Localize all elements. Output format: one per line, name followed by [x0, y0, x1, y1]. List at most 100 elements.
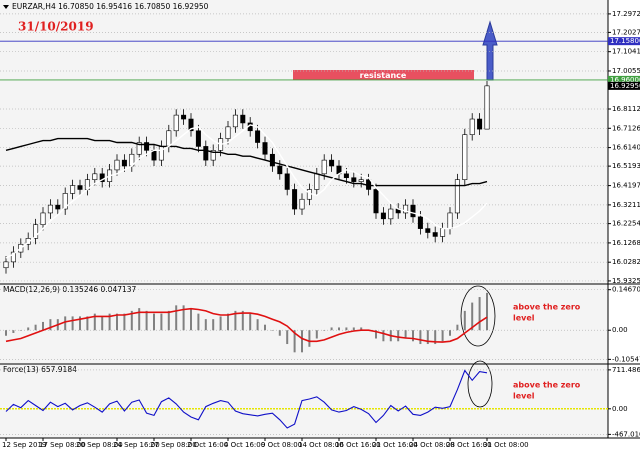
histogram-bar: [64, 316, 67, 331]
candle-body: [232, 114, 238, 128]
candle-body: [70, 185, 76, 194]
histogram-bar: [71, 316, 74, 331]
candle-body: [262, 142, 268, 155]
histogram-bar: [130, 310, 133, 331]
force-title: Force(13) 657.9184: [3, 365, 77, 374]
histogram-bar: [338, 327, 340, 331]
candle-body: [447, 212, 453, 229]
y-tick-label: 0.00: [612, 405, 628, 413]
histogram-bar: [278, 330, 281, 336]
histogram-bar: [182, 305, 185, 331]
histogram-bar: [412, 330, 414, 342]
candle-body: [417, 216, 423, 229]
candle-body: [166, 130, 172, 147]
histogram-bar: [286, 330, 289, 345]
histogram-bar: [315, 330, 318, 339]
histogram-bar: [330, 327, 333, 331]
y-tick-label: 15.93258: [612, 277, 640, 285]
level-tag: [608, 81, 640, 90]
x-tick-label: 24 Oct 08:00: [409, 441, 455, 449]
candle-body: [269, 153, 275, 167]
resistance-label: resistance: [360, 71, 407, 80]
candle-body: [47, 204, 53, 214]
histogram-bar: [101, 316, 104, 331]
candle-body: [329, 159, 335, 167]
histogram-bar: [308, 330, 311, 347]
candle-body: [410, 204, 416, 218]
candle-body: [62, 193, 68, 210]
candle-body: [3, 261, 9, 269]
level-label: 16.96000: [610, 76, 640, 84]
histogram-bar: [5, 330, 7, 336]
candle-body: [55, 204, 61, 210]
histogram-bar: [345, 327, 348, 331]
candle-body: [188, 118, 194, 132]
y-tick-label: 17.00558: [612, 67, 640, 75]
candle-body: [33, 224, 39, 239]
histogram-bar: [86, 316, 89, 331]
x-tick-label: 21 Oct 16:00: [372, 441, 418, 449]
histogram-bar: [478, 297, 481, 331]
candle-body: [99, 173, 105, 182]
x-tick-label: 2 Oct 16:00: [187, 441, 228, 449]
candle-body: [77, 185, 83, 190]
histogram-bar: [108, 313, 111, 331]
histogram-bar: [190, 308, 192, 331]
level-label: 17.15800: [610, 37, 640, 45]
candle-body: [403, 204, 409, 214]
candle-body: [277, 165, 283, 175]
candle-body: [351, 177, 357, 182]
histogram-bar: [19, 330, 22, 331]
candle-body: [299, 198, 305, 210]
candle-body: [144, 142, 150, 151]
histogram-bar: [175, 305, 178, 331]
y-tick-label: 16.12688: [612, 239, 640, 247]
y-tick-label: 17.20278: [612, 28, 640, 36]
histogram-bar: [116, 313, 118, 331]
histogram-bar: [375, 330, 377, 339]
x-tick-label: 27 Sep 08:00: [150, 441, 197, 449]
histogram-bar: [79, 316, 81, 331]
annotation: level: [513, 314, 535, 323]
histogram-bar: [249, 313, 252, 331]
histogram-bar: [27, 327, 30, 331]
candle-body: [469, 118, 475, 135]
histogram-bar: [145, 310, 148, 331]
candle-body: [121, 159, 127, 167]
candle-body: [380, 212, 386, 220]
candle-body: [92, 173, 98, 180]
y-tick-label: 16.02828: [612, 258, 640, 266]
y-tick-label: 17.29728: [612, 10, 640, 18]
candle-body: [240, 114, 246, 124]
highlight-ellipse: [460, 285, 496, 347]
histogram-bar: [397, 330, 400, 342]
candle-body: [255, 130, 261, 143]
y-tick-label: 16.61408: [612, 144, 640, 152]
y-tick-label: 711.4865: [612, 366, 640, 374]
date-label: 31/10/2019: [18, 20, 94, 34]
candle-body: [158, 146, 164, 161]
y-tick-label: 16.81128: [612, 105, 640, 113]
y-tick-label: 16.32118: [612, 201, 640, 209]
histogram-bar: [264, 324, 266, 331]
x-tick-label: 20 Sep 08:00: [76, 441, 123, 449]
resistance-box: [293, 70, 474, 80]
plot-background: [0, 0, 608, 438]
histogram-bar: [360, 327, 363, 331]
histogram-bar: [486, 292, 488, 331]
histogram-bar: [471, 302, 474, 331]
histogram-bar: [404, 330, 407, 339]
histogram-bar: [426, 330, 429, 345]
x-tick-label: 12 Sep 2019: [2, 441, 46, 449]
candle-body: [225, 126, 231, 139]
histogram-bar: [449, 330, 451, 336]
level-tag: [608, 75, 640, 84]
level-label: 16.92950: [610, 82, 640, 90]
y-tick-label: -467.0108: [612, 430, 640, 438]
histogram-bar: [419, 330, 422, 345]
histogram-bar: [434, 330, 437, 345]
histogram-bar: [323, 330, 326, 331]
candle-body: [195, 130, 201, 147]
